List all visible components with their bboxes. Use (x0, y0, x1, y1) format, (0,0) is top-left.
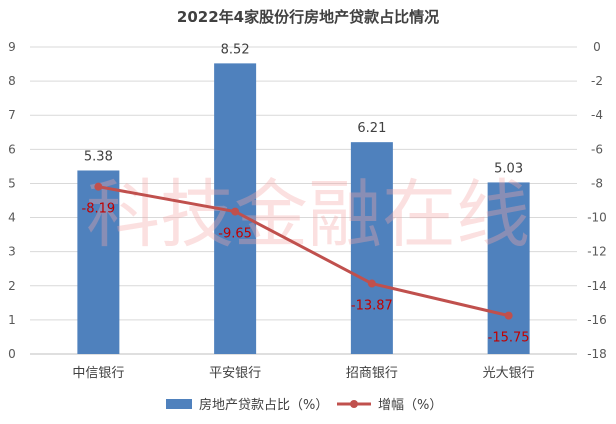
line-point (367, 279, 376, 288)
right-axis-tick-label: -6 (591, 142, 603, 156)
bar-data-label: 5.38 (84, 149, 113, 164)
line-data-label: -15.75 (488, 331, 530, 346)
category-label: 平安银行 (209, 366, 261, 381)
right-axis-tick-label: -18 (587, 347, 607, 361)
left-axis-tick-label: 8 (8, 74, 16, 88)
left-axis-tick-label: 3 (8, 245, 16, 259)
line-point (94, 182, 103, 191)
legend-bar-label: 房地产贷款占比（%） (199, 397, 328, 413)
left-axis-tick-label: 5 (8, 176, 16, 190)
line-series: -8.19 -9.65 -13.87 -15.75 (82, 182, 530, 346)
right-axis-tick-label: -16 (587, 313, 607, 327)
legend: 房地产贷款占比（%） 增幅（%） (166, 397, 442, 413)
bar (487, 182, 530, 354)
bar (77, 170, 120, 354)
right-axis-tick-label: -12 (587, 245, 607, 259)
left-axis-tick-label: 9 (8, 40, 16, 54)
axes: 0 1 2 3 4 5 6 7 8 9 0 -2 -4 -6 -8 -10 -12 -14 -16 -18 中信银行 平安… (8, 40, 607, 381)
line-data-label: -8.19 (82, 202, 116, 217)
bar-data-label: 6.21 (357, 121, 386, 136)
category-label: 招商银行 (346, 366, 398, 381)
right-axis-tick-label: 0 (593, 40, 601, 54)
bar-data-label: 8.52 (221, 42, 250, 57)
left-axis-tick-label: 7 (8, 108, 16, 122)
right-axis-tick-label: -2 (591, 74, 603, 88)
left-axis-tick-label: 4 (8, 211, 16, 225)
left-axis-tick-label: 6 (8, 142, 16, 156)
right-axis-tick-label: -10 (587, 211, 607, 225)
legend-line-label: 增幅（%） (378, 398, 442, 413)
line-point (504, 311, 513, 320)
bar-series: 5.38 8.52 6.21 5.03 (77, 42, 530, 355)
bar (350, 142, 393, 354)
legend-line-marker (350, 400, 358, 408)
legend-bar-swatch (166, 399, 192, 409)
right-axis-tick-label: -14 (587, 279, 607, 293)
bar-data-label: 5.03 (494, 161, 523, 176)
line-point (231, 207, 240, 216)
right-axis-tick-label: -4 (591, 108, 603, 122)
left-axis-tick-label: 1 (8, 313, 16, 327)
line-data-label: -9.65 (218, 227, 252, 242)
category-label: 光大银行 (483, 366, 535, 381)
left-axis-tick-label: 2 (8, 279, 16, 293)
left-axis-tick-label: 0 (8, 347, 16, 361)
gridlines (30, 46, 577, 355)
chart-title: 2022年4家股份行房地产贷款占比情况 (177, 8, 439, 26)
line-data-label: -13.87 (351, 299, 393, 314)
watermark-text: 科技金融在线 (86, 172, 530, 258)
series-line (98, 185, 509, 318)
right-axis-tick-label: -8 (591, 176, 603, 190)
category-label: 中信银行 (72, 366, 124, 381)
